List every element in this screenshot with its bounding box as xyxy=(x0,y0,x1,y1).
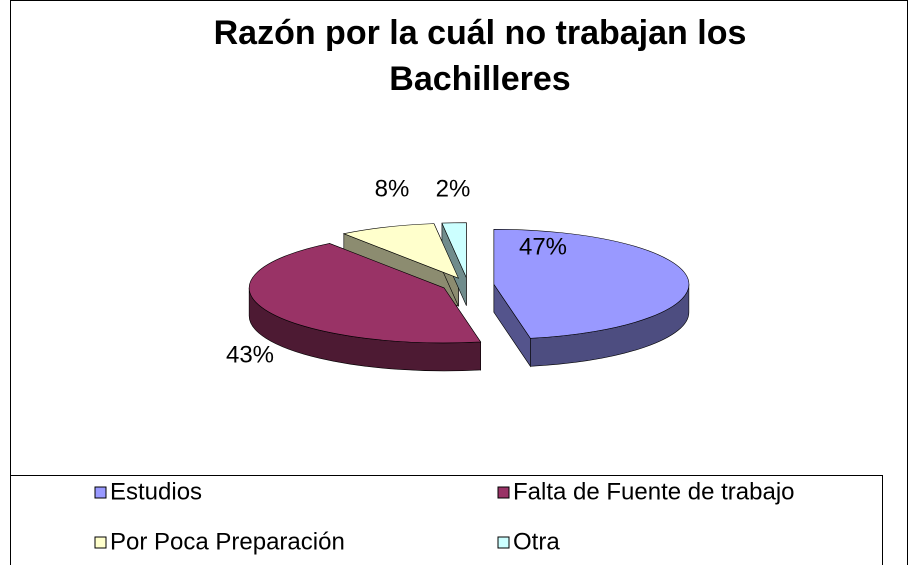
legend-swatch xyxy=(497,536,510,549)
slice xyxy=(342,223,460,279)
legend-swatch xyxy=(497,486,510,499)
legend-label: Por Poca Preparación xyxy=(110,528,345,555)
data-label: 43% xyxy=(226,341,274,368)
chart-title: Razón por la cuál no trabajan los Bachil… xyxy=(213,14,747,98)
legend-label: Otra xyxy=(513,528,560,555)
legend-swatch xyxy=(94,486,107,499)
slice xyxy=(493,229,690,339)
slice xyxy=(248,243,482,344)
slice xyxy=(441,222,467,278)
data-label: 47% xyxy=(519,233,567,260)
legend-label: Estudios xyxy=(110,478,202,505)
data-label: 8% xyxy=(375,175,410,202)
legend-box xyxy=(10,475,883,565)
legend-label: Falta de Fuente de trabajo xyxy=(513,478,795,505)
legend-swatch xyxy=(94,536,107,549)
data-label: 2% xyxy=(436,175,471,202)
